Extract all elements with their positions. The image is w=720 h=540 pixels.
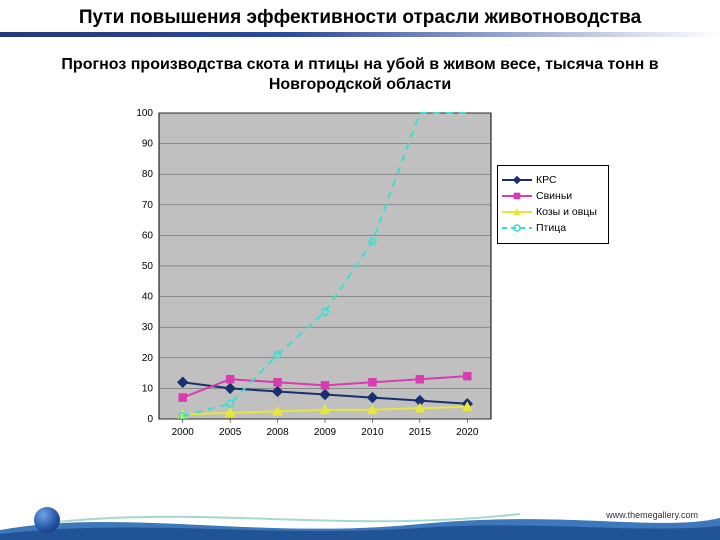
svg-text:40: 40 [142,291,154,302]
legend-label: Свиньи [536,191,604,202]
svg-text:90: 90 [142,138,154,149]
legend-label: Птица [536,223,604,234]
legend-item: КРС [502,174,604,187]
legend-label: Козы и овцы [536,207,604,218]
svg-text:0: 0 [147,414,153,425]
svg-text:2008: 2008 [266,427,289,438]
svg-text:50: 50 [142,261,154,272]
chart-svg: 0 10 20 30 40 50 60 70 80 90 100 2000 2005 2008 2009 20… [111,105,609,445]
legend: КРС Свиньи Козы и овцы Птица [497,165,609,244]
svg-text:100: 100 [136,108,153,119]
chart: 0 10 20 30 40 50 60 70 80 90 100 2000 2005 2008 2009 20… [111,105,609,445]
svg-text:2000: 2000 [172,427,195,438]
svg-text:80: 80 [142,169,154,180]
title-underline [0,32,720,37]
legend-label: КРС [536,175,604,186]
logo-globe-icon [34,507,60,533]
legend-item: Свиньи [502,190,604,203]
page-title: Пути повышения эффективности отрасли жив… [0,6,720,30]
legend-item: Птица [502,222,604,235]
svg-text:2020: 2020 [456,427,479,438]
svg-text:60: 60 [142,230,154,241]
title-band: Пути повышения эффективности отрасли жив… [0,0,720,45]
svg-text:10: 10 [142,383,154,394]
legend-item: Козы и овцы [502,206,604,219]
svg-text:2015: 2015 [409,427,432,438]
svg-text:2010: 2010 [361,427,384,438]
svg-text:70: 70 [142,200,154,211]
svg-text:2009: 2009 [314,427,337,438]
svg-text:2005: 2005 [219,427,242,438]
subtitle: Прогноз производства скота и птицы на уб… [0,45,720,101]
footer-url: www.themegallery.com [606,510,698,520]
svg-text:30: 30 [142,322,154,333]
svg-text:20: 20 [142,353,154,364]
